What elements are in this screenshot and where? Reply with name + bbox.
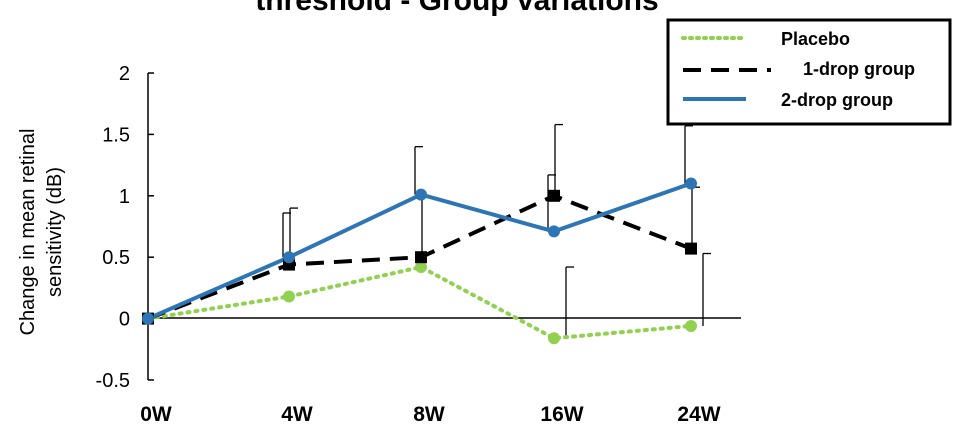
- x-tick-label: 8W: [413, 403, 445, 426]
- legend: Placebo 1-drop group 2-drop group: [666, 18, 952, 126]
- y-tick-label: 2: [119, 63, 130, 85]
- x-tick-label: 4W: [281, 403, 313, 426]
- legend-placebo-label: Placebo: [781, 29, 850, 49]
- y-tick-label: -0.5: [96, 370, 130, 392]
- x-tick-label: 24W: [677, 403, 720, 426]
- x-tick-label: 0W: [140, 403, 172, 426]
- axes: [147, 73, 741, 380]
- series-point-2: [142, 312, 154, 325]
- y-ticks: -0.5 0 0.5 1 1.5 2: [96, 63, 154, 392]
- series-point-1: [548, 189, 560, 202]
- legend-two-drop-label: 2-drop group: [781, 90, 893, 110]
- series-point-0: [685, 319, 697, 332]
- error-bars: [282, 123, 711, 339]
- y-axis-label-line-2: sensitivity (dB): [44, 167, 66, 297]
- series-line-0: [146, 265, 693, 341]
- y-tick-label: 0.5: [102, 247, 130, 269]
- y-axis-label-line-1: Change in mean retinal: [17, 129, 39, 336]
- y-tick-label: 1: [119, 186, 130, 208]
- series-point-2: [548, 225, 560, 238]
- y-tick-label: 1.5: [102, 124, 130, 146]
- series-point-2: [415, 188, 427, 201]
- series-line-2: [147, 181, 692, 321]
- series-point-2: [685, 177, 697, 190]
- series-point-1: [685, 242, 697, 255]
- series-markers: [142, 177, 697, 345]
- y-axis-label: Change in mean retinal sensitivity (dB): [17, 129, 66, 336]
- chart-title: threshold - Group variations: [255, 0, 658, 17]
- x-tick-label: 16W: [540, 403, 583, 426]
- series-point-0: [548, 332, 560, 345]
- series-point-0: [415, 261, 427, 274]
- y-tick-label: 0: [119, 309, 130, 331]
- series-point-1: [415, 251, 427, 264]
- series-point-0: [283, 290, 295, 303]
- legend-one-drop-label: 1-drop group: [803, 59, 915, 79]
- series-point-2: [283, 251, 295, 264]
- x-ticks: 0W 4W 8W 16W 24W: [140, 403, 721, 426]
